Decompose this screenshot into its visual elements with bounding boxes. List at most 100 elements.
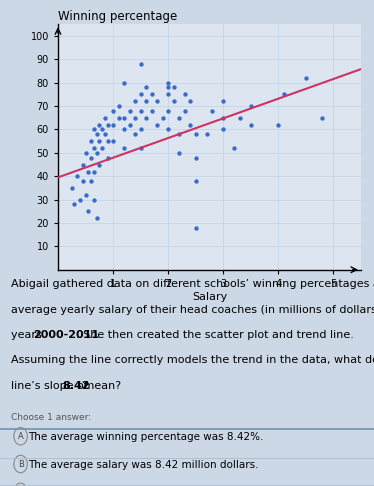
Point [148,107,154,115]
Point [94,149,99,157]
Point [143,114,149,122]
Point [83,191,89,199]
Point [85,208,91,215]
Point [176,149,182,157]
Point [143,84,149,91]
Point [110,107,116,115]
Point [102,114,108,122]
Point [209,107,215,115]
Point [71,200,77,208]
Point [126,107,132,115]
Text: Winning percentage: Winning percentage [58,10,177,23]
Point [182,90,188,98]
Text: Assuming the line correctly models the trend in the data, what does this: Assuming the line correctly models the t… [11,355,374,365]
Point [248,121,254,129]
Point [165,90,171,98]
Point [193,177,199,185]
Point [132,114,138,122]
Point [204,130,210,138]
Point [110,121,116,129]
Point [187,98,193,105]
Point [165,84,171,91]
Text: line’s slope of: line’s slope of [11,381,92,391]
Point [83,149,89,157]
Point [248,102,254,110]
Point [85,168,91,175]
Point [105,121,111,129]
Point [165,107,171,115]
Point [138,125,144,133]
Point [88,177,94,185]
Point [110,137,116,145]
Point [121,144,127,152]
Point [187,121,193,129]
Point [176,130,182,138]
Point [138,107,144,115]
Point [74,173,80,180]
Point [182,107,188,115]
Point [77,196,83,204]
Point [138,90,144,98]
Text: The average winning percentage was 8.42%.: The average winning percentage was 8.42%… [28,433,264,442]
Text: The average salary was 8.42 million dollars.: The average salary was 8.42 million doll… [28,460,259,470]
Text: years: years [11,330,46,340]
Point [220,98,226,105]
Point [220,125,226,133]
Text: average yearly salary of their head coaches (in millions of dollars) in the: average yearly salary of their head coac… [11,305,374,315]
Text: 2000-2011: 2000-2011 [33,330,99,340]
Point [237,114,243,122]
Point [116,114,122,122]
Point [116,102,122,110]
Point [220,114,226,122]
Point [121,114,127,122]
Point [165,125,171,133]
Point [94,130,99,138]
Point [99,125,105,133]
Point [96,137,102,145]
Point [154,121,160,129]
Point [154,98,160,105]
Point [231,144,237,152]
Point [165,79,171,87]
Point [171,98,177,105]
Point [80,177,86,185]
Point [143,98,149,105]
Point [99,144,105,152]
Point [132,98,138,105]
Point [91,144,97,152]
Point [96,121,102,129]
Text: Abigail gathered data on different schools’ winning percentages and the: Abigail gathered data on different schoo… [11,279,374,290]
Point [88,154,94,161]
Point [121,79,127,87]
Point [160,114,166,122]
Point [193,130,199,138]
Point [132,130,138,138]
Point [275,121,281,129]
Point [138,144,144,152]
Text: Choose 1 answer:: Choose 1 answer: [11,414,91,422]
Text: B: B [18,460,24,469]
Text: mean?: mean? [80,381,122,391]
Point [193,224,199,231]
Point [94,214,99,222]
Point [69,184,75,192]
Point [96,161,102,169]
X-axis label: Salary: Salary [192,292,227,301]
Point [91,168,97,175]
Point [176,114,182,122]
Point [193,154,199,161]
Point [319,114,325,122]
Text: A: A [18,432,24,441]
Point [126,121,132,129]
Point [303,74,309,82]
Point [148,90,154,98]
Point [281,90,287,98]
Point [138,60,144,68]
Text: . She then created the scatter plot and trend line.: . She then created the scatter plot and … [76,330,354,340]
Point [105,137,111,145]
Point [91,125,97,133]
Point [102,130,108,138]
Point [121,125,127,133]
Text: 8.42: 8.42 [63,381,91,391]
Point [88,137,94,145]
